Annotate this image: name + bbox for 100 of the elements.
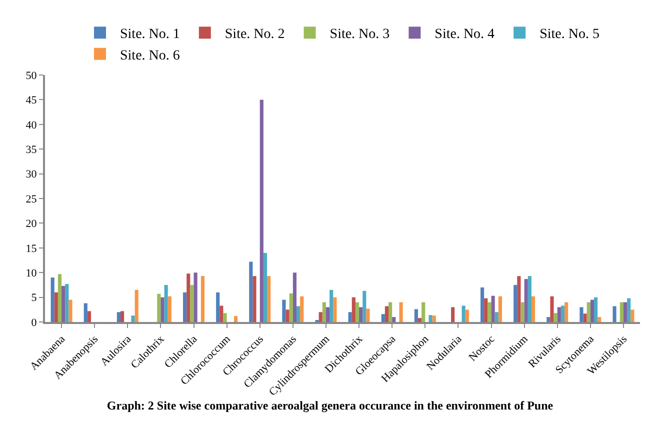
- y-tick-label: 20: [26, 218, 38, 230]
- bar: [292, 272, 296, 322]
- bar: [164, 284, 168, 322]
- legend-label: Site. No. 3: [330, 27, 390, 42]
- legend-label: Site. No. 2: [224, 27, 285, 42]
- bar: [157, 294, 161, 322]
- bar: [414, 309, 418, 322]
- y-tick-label: 5: [31, 292, 38, 304]
- bar: [557, 307, 561, 322]
- text: Graph: 2 Site wise comparative aeroalgal genera occurance in the environment of Pune: [106, 398, 554, 412]
- bar: [362, 290, 366, 322]
- bar: [520, 302, 524, 322]
- bar: [168, 296, 172, 322]
- y-tick-label: 0: [31, 316, 38, 329]
- bar: [234, 316, 238, 322]
- bar: [355, 302, 360, 322]
- bar: [186, 274, 190, 322]
- bar: [590, 300, 594, 322]
- bar: [422, 302, 426, 322]
- bar: [465, 310, 469, 322]
- bar: [267, 276, 271, 322]
- bar: [160, 297, 164, 322]
- bar: [289, 293, 293, 322]
- bar: [583, 314, 587, 322]
- bar: [531, 296, 536, 322]
- bar: [252, 276, 256, 322]
- bar: [392, 317, 396, 322]
- y-tick-label: 40: [26, 119, 38, 132]
- bar: [620, 302, 624, 322]
- bar: [488, 302, 492, 322]
- bar: [330, 290, 334, 322]
- bar: [249, 262, 253, 322]
- bar: [54, 292, 58, 322]
- bar: [514, 284, 518, 322]
- bar: [352, 297, 356, 322]
- bar: [428, 315, 432, 322]
- bar: [388, 302, 392, 322]
- bar: [550, 296, 554, 322]
- bar: [528, 276, 532, 322]
- bar: [564, 302, 568, 322]
- bar: [359, 307, 363, 322]
- bar: [623, 302, 628, 322]
- bar: [432, 316, 436, 322]
- y-tick-label: 25: [26, 193, 38, 206]
- bar: [580, 307, 584, 322]
- legend-label: Site. No. 1: [120, 27, 180, 42]
- bar: [418, 318, 422, 322]
- bar: [296, 306, 300, 322]
- bar: [65, 284, 69, 322]
- bar: [68, 300, 72, 322]
- bar: [300, 296, 304, 322]
- bar: [630, 310, 634, 322]
- bar: [462, 306, 466, 322]
- bar: [399, 302, 403, 322]
- bar: [183, 292, 187, 322]
- bar: [131, 316, 135, 322]
- bar: [200, 276, 204, 322]
- bar: [627, 298, 631, 322]
- bar: [84, 303, 88, 322]
- bar: [612, 306, 616, 322]
- y-tick-label: 15: [26, 242, 38, 255]
- bar: [381, 314, 385, 322]
- bar: [134, 290, 138, 322]
- bar: [194, 272, 198, 322]
- bar: [326, 307, 330, 322]
- bar: [524, 279, 528, 322]
- legend-label: Site. No. 6: [120, 48, 180, 64]
- bar: [480, 287, 484, 322]
- y-tick-label: 30: [26, 168, 38, 181]
- bar: [554, 313, 558, 322]
- bar: [282, 300, 286, 322]
- bar: [190, 284, 194, 322]
- bar: [484, 298, 488, 322]
- bar: [333, 297, 337, 322]
- bar: [384, 306, 388, 322]
- bar: [348, 312, 352, 322]
- bar: [220, 306, 224, 322]
- bar: [286, 310, 290, 322]
- y-tick-label: 45: [26, 94, 38, 107]
- bar: [318, 312, 322, 322]
- legend-label: Site. No. 5: [540, 27, 600, 42]
- bar: [498, 296, 502, 322]
- y-tick-label: 10: [26, 267, 38, 280]
- y-tick-label: 50: [26, 70, 38, 82]
- bar: [260, 100, 264, 322]
- bar: [120, 311, 124, 322]
- legend-label: Site. No. 4: [434, 27, 495, 42]
- bar: [366, 308, 370, 322]
- bar: [517, 276, 521, 322]
- y-tick-label: 35: [26, 144, 38, 156]
- bar: [263, 252, 268, 322]
- bar: [594, 297, 598, 322]
- bar: [223, 313, 227, 322]
- bar: [598, 317, 602, 322]
- bar: [216, 292, 220, 322]
- bar: [87, 311, 91, 322]
- bar: [322, 302, 326, 322]
- bar: [50, 278, 54, 322]
- bar: [586, 302, 590, 322]
- bar: [560, 306, 565, 322]
